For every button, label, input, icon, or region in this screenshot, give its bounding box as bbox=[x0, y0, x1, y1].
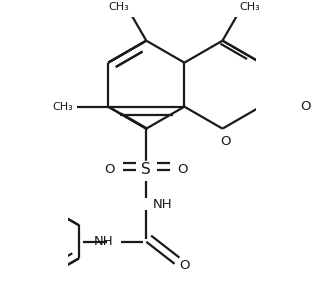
Text: O: O bbox=[179, 259, 190, 272]
Text: CH₃: CH₃ bbox=[53, 102, 74, 112]
Text: O: O bbox=[300, 100, 310, 113]
Text: NH: NH bbox=[153, 197, 172, 211]
Text: O: O bbox=[220, 135, 231, 148]
Text: CH₃: CH₃ bbox=[240, 2, 260, 12]
Text: O: O bbox=[104, 163, 115, 176]
Text: O: O bbox=[178, 163, 188, 176]
Text: NH: NH bbox=[94, 235, 113, 248]
Text: CH₃: CH₃ bbox=[108, 2, 129, 12]
Text: S: S bbox=[141, 162, 151, 177]
